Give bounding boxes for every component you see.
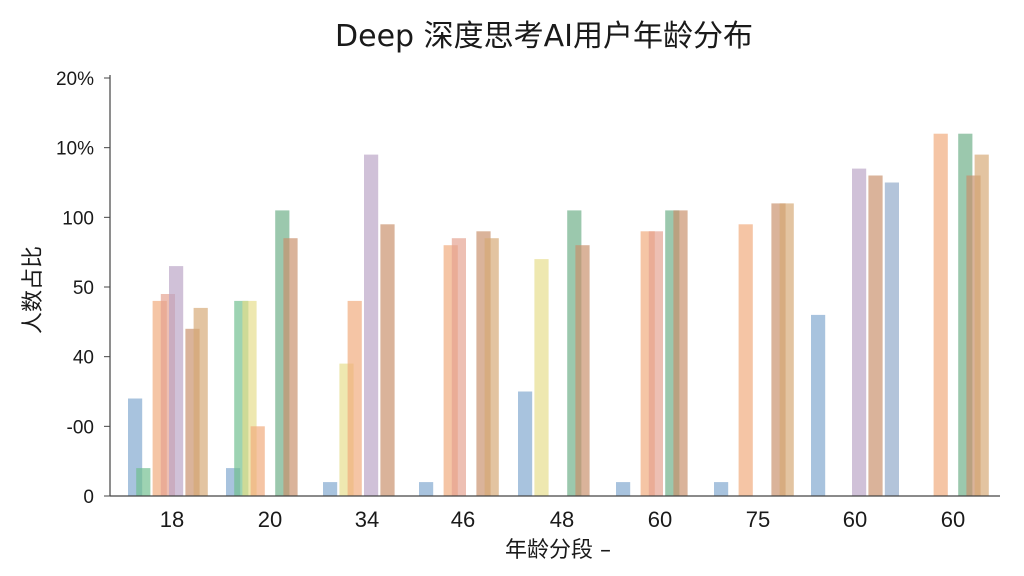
bar xyxy=(933,133,948,496)
bar xyxy=(534,259,549,496)
bar xyxy=(616,482,631,496)
bar xyxy=(974,154,989,496)
x-tick-label: 60 xyxy=(843,507,867,532)
bar xyxy=(884,182,899,496)
y-ticks: 0 -00 40 50 100 10% 20% xyxy=(56,69,110,508)
bar xyxy=(648,231,663,497)
bar xyxy=(169,266,184,496)
y-tick-label: -00 xyxy=(67,417,94,438)
bar xyxy=(852,168,867,496)
y-axis-label: 人数占比 xyxy=(21,246,46,334)
bars-layer xyxy=(128,133,989,497)
bar xyxy=(250,426,265,496)
bar xyxy=(364,154,379,496)
x-tick-label: 48 xyxy=(550,507,574,532)
y-tick-label: 20% xyxy=(56,69,94,90)
x-tick-label: 60 xyxy=(648,507,672,532)
bar xyxy=(380,224,395,497)
bar xyxy=(518,391,533,496)
x-ticks: 18 20 34 46 48 60 75 60 60 xyxy=(160,507,965,532)
bar xyxy=(714,482,729,496)
x-tick-label: 20 xyxy=(258,507,282,532)
x-axis-label: 年龄分段 – xyxy=(505,538,611,563)
bar xyxy=(484,238,499,496)
chart-title: Deep 深度思考AI用户年龄分布 xyxy=(335,19,753,54)
y-tick-label: 40 xyxy=(73,348,94,369)
bar xyxy=(283,238,298,496)
bar xyxy=(136,468,151,496)
bar xyxy=(575,245,590,496)
bar xyxy=(811,314,826,496)
bar xyxy=(323,482,338,496)
x-tick-label: 60 xyxy=(941,507,965,532)
x-tick-label: 34 xyxy=(355,507,379,532)
x-tick-label: 75 xyxy=(746,507,770,532)
bar xyxy=(419,482,434,496)
bar xyxy=(451,238,466,496)
y-tick-label: 0 xyxy=(83,487,94,508)
bar xyxy=(347,300,362,496)
x-tick-label: 18 xyxy=(160,507,184,532)
bar xyxy=(193,307,208,496)
y-tick-label: 10% xyxy=(56,139,94,160)
bar xyxy=(673,210,688,496)
bar xyxy=(779,203,794,496)
bar xyxy=(868,175,883,496)
y-tick-label: 100 xyxy=(62,208,94,229)
bar xyxy=(738,224,753,497)
x-tick-label: 46 xyxy=(451,507,475,532)
y-tick-label: 50 xyxy=(73,278,94,299)
